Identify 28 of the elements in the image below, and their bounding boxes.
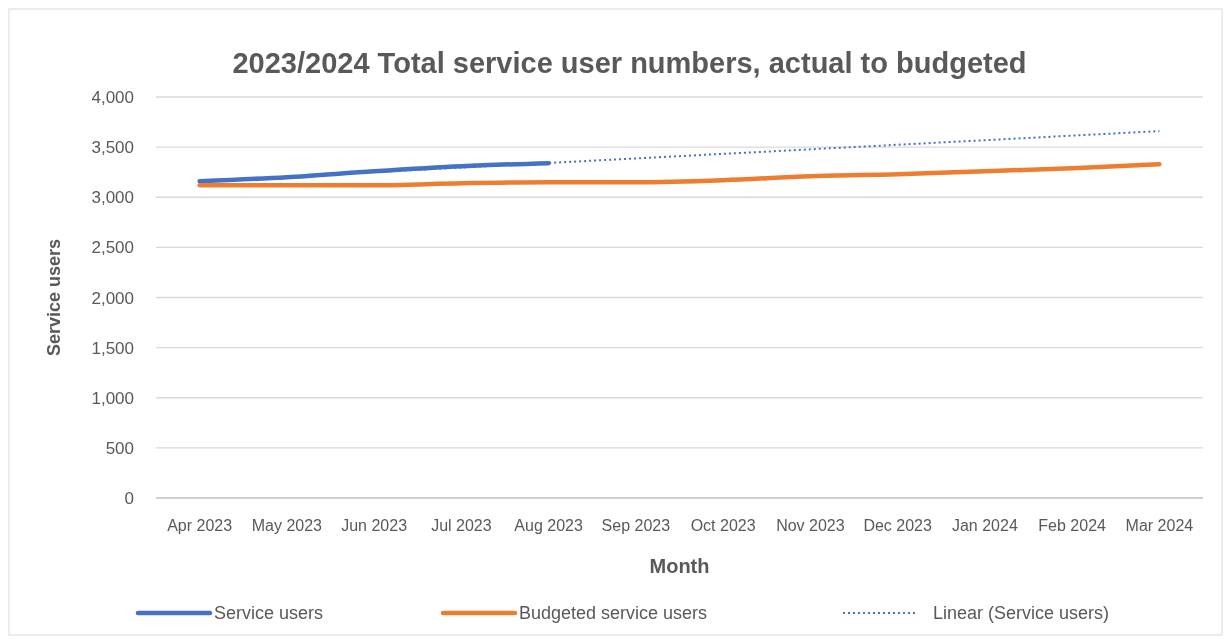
x-tick-label: Dec 2023 — [863, 517, 932, 534]
legend-label: Budgeted service users — [519, 603, 708, 623]
y-tick-label: 2,000 — [91, 288, 134, 308]
y-tick-label: 4,000 — [91, 88, 134, 107]
x-tick-label: Jan 2024 — [951, 517, 1018, 534]
y-axis-title: Service users — [44, 238, 64, 357]
y-tick-label: 0 — [124, 489, 134, 508]
x-tick-label: Aug 2023 — [514, 517, 583, 534]
line-series — [197, 161, 1162, 188]
legend-label: Linear (Service users) — [933, 603, 1110, 623]
x-tick-label: Feb 2024 — [1038, 517, 1107, 534]
x-tick-label: Oct 2023 — [690, 517, 756, 534]
x-tick-label: Apr 2023 — [167, 517, 233, 534]
x-tick-label: Jun 2023 — [341, 517, 408, 534]
x-tick-label: Mar 2024 — [1125, 517, 1194, 534]
legend-label: Service users — [214, 603, 324, 623]
y-tick-label: 2,500 — [91, 238, 134, 258]
y-tick-label: 1,500 — [91, 338, 134, 358]
x-tick-label: Sep 2023 — [601, 517, 671, 534]
y-tick-label: 3,500 — [91, 138, 134, 158]
x-tick-label: Jul 2023 — [431, 517, 492, 534]
y-tick-label: 3,000 — [91, 188, 134, 208]
y-tick-label: 1,000 — [91, 388, 134, 408]
x-tick-label: May 2023 — [251, 517, 323, 534]
x-axis-title: Month — [649, 555, 710, 577]
y-tick-label: 500 — [105, 438, 134, 458]
x-tick-label: Nov 2023 — [776, 517, 845, 534]
chart-title: 2023/2024 Total service user numbers, actual to budgeted — [232, 47, 1027, 79]
